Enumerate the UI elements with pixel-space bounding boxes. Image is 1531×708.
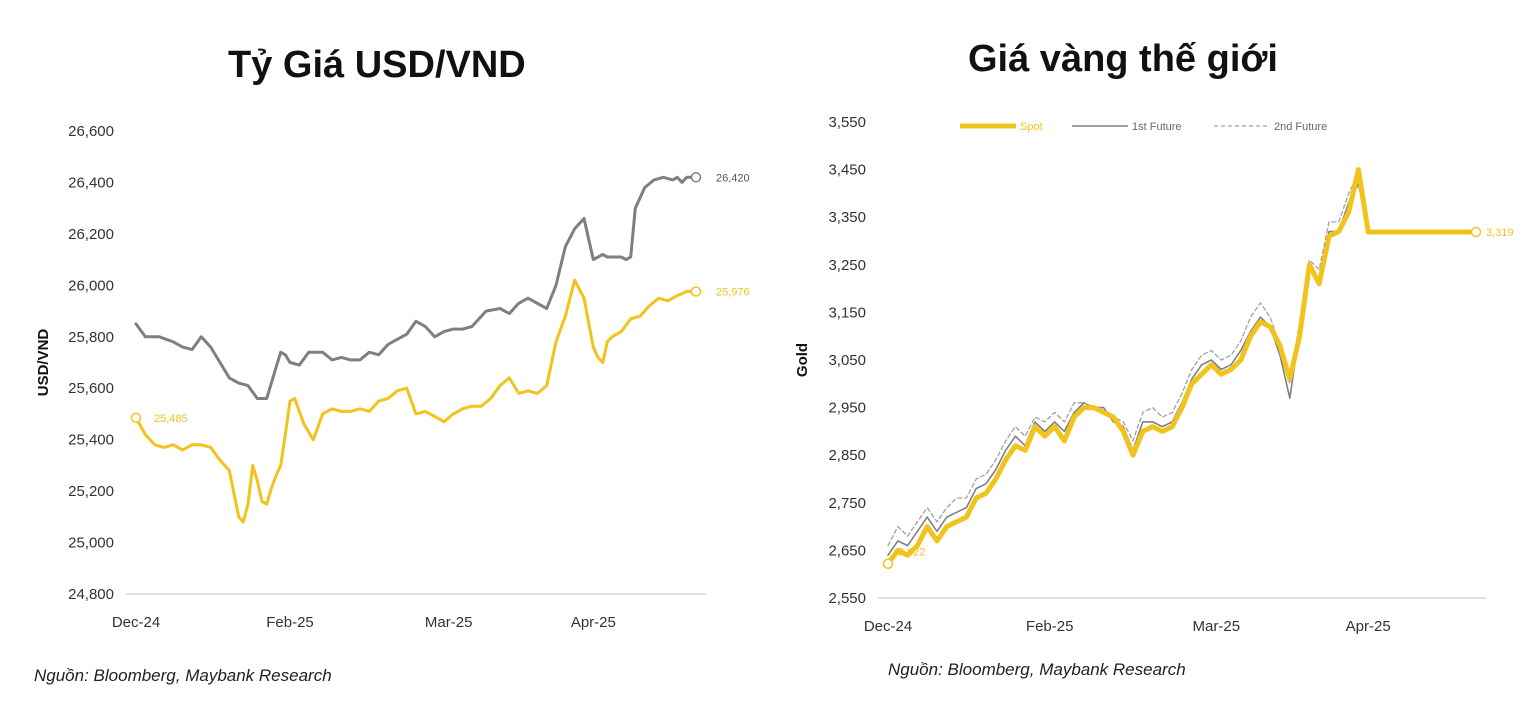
x-tick-label: Mar-25 [425, 614, 473, 631]
y-tick-label: 25,200 [68, 483, 114, 500]
usd-vnd-source-note: Nguồn: Bloomberg, Maybank Research [34, 666, 332, 685]
y-tick-label: 2,650 [828, 542, 866, 559]
series-0-line [134, 175, 698, 400]
x-tick-label: Apr-25 [571, 614, 616, 631]
y-tick-label: 3,250 [828, 257, 866, 274]
x-tick-label: Mar-25 [1193, 618, 1241, 635]
series-1-line [134, 278, 698, 524]
y-tick-label: 26,400 [68, 174, 114, 191]
y-axis-label: USD/VND [35, 329, 52, 397]
usd-vnd-chart: 24,800 25,000 25,200 25,400 25,600 25,800 26,0… [35, 123, 750, 631]
y-tick-label: 24,800 [68, 586, 114, 603]
legend-label-spot: Spot [1020, 121, 1043, 133]
y-tick-label: 25,000 [68, 535, 114, 552]
y-tick-label: 25,800 [68, 329, 114, 346]
1st-future-line [887, 183, 1370, 557]
end-point-marker [690, 172, 702, 183]
legend-label-2nd-future: 2nd Future [1274, 121, 1327, 133]
y-tick-label: 25,600 [68, 380, 114, 397]
y-tick-label: 25,400 [68, 432, 114, 449]
end-value-label: 26,420 [716, 172, 750, 184]
y-tick-label: 2,950 [828, 400, 866, 417]
y-tick-label: 3,350 [828, 209, 866, 226]
gold-price-chart: 2,550 2,650 2,750 2,850 2,950 3,050 3,150 3,250… [794, 114, 1514, 635]
y-tick-label: 26,000 [68, 277, 114, 294]
y-tick-label: 26,200 [68, 226, 114, 243]
x-tick-label: Apr-25 [1346, 618, 1391, 635]
y-tick-label: 3,050 [828, 352, 866, 369]
2nd-future-line [887, 173, 1369, 547]
y-tick-label: 3,150 [828, 304, 866, 321]
y-tick-label: 26,600 [68, 123, 114, 140]
end-value-label: 3,319 [1486, 227, 1514, 239]
y-tick-label: 3,450 [828, 162, 866, 179]
start-value-label: 25,485 [154, 413, 188, 425]
end-value-label: 25,976 [716, 287, 750, 299]
x-tick-label: Feb-25 [1026, 618, 1074, 635]
start-point-marker [882, 558, 894, 569]
y-tick-label: 2,550 [828, 590, 866, 607]
x-tick-label: Feb-25 [266, 614, 314, 631]
spot-line [885, 167, 1479, 567]
x-tick-label: Dec-24 [112, 614, 160, 631]
start-point-marker [130, 412, 142, 424]
end-point-marker [690, 286, 702, 297]
gold-source-note: Nguồn: Bloomberg, Maybank Research [888, 660, 1186, 679]
y-tick-label: 2,850 [828, 447, 866, 464]
y-tick-label: 3,550 [828, 114, 866, 131]
gold-chart-title: Giá vàng thế giới [968, 38, 1278, 80]
y-axis-label: Gold [794, 343, 811, 377]
legend-label-1st-future: 1st Future [1132, 121, 1182, 133]
end-point-marker [1470, 226, 1482, 238]
y-tick-label: 2,750 [828, 495, 866, 512]
x-tick-label: Dec-24 [864, 618, 912, 635]
usd-vnd-panel: Tỷ Giá USD/VND 24,800 25,000 25,200 25,400 2… [0, 0, 765, 708]
start-value-label: 2,622 [898, 547, 926, 559]
usd-vnd-chart-title: Tỷ Giá USD/VND [228, 44, 526, 86]
gold-price-panel: Giá vàng thế giới 2,550 2,650 2,750 2,850 2,… [765, 0, 1531, 708]
